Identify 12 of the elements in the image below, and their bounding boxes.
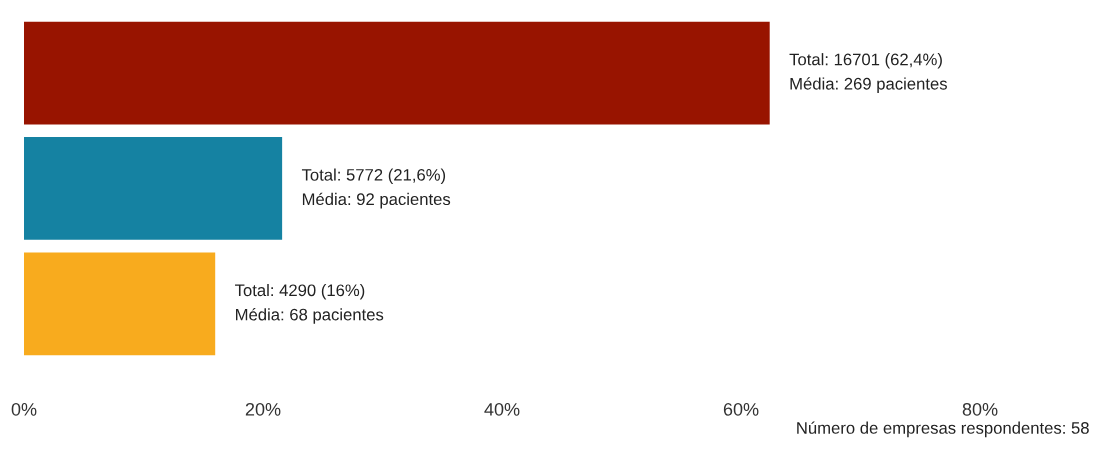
bar (24, 252, 216, 356)
x-tick-label: 80% (962, 402, 998, 416)
x-tick-label: 0% (11, 402, 37, 416)
x-tick-label: 40% (484, 402, 520, 416)
data-label: Total: 4290 (16%) Média: 68 pacientes (235, 283, 384, 324)
x-tick-label: 20% (245, 402, 281, 416)
data-label: Total: 16701 (62,4%) Média: 269 pacientes (789, 53, 947, 93)
bar (24, 21, 770, 125)
text: Número de empresas respondentes: 58 (797, 421, 1089, 438)
x-tick-label: 60% (723, 402, 759, 416)
bar (24, 137, 283, 240)
data-label: Total: 5772 (21,6%) Média: 92 pacientes (301, 168, 451, 209)
